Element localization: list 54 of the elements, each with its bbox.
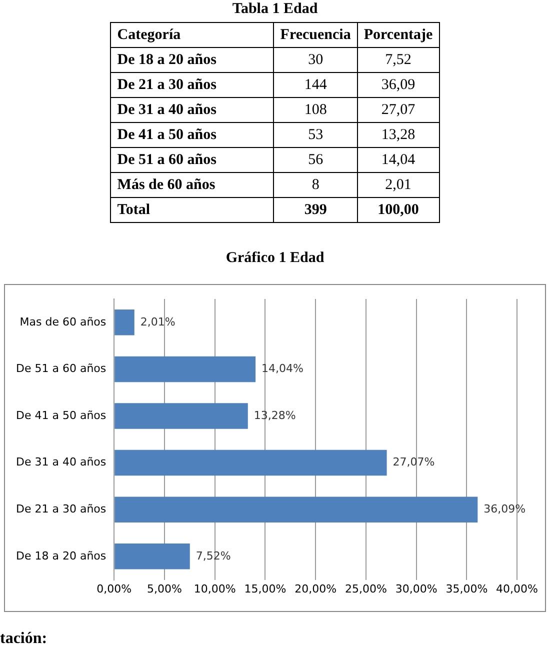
- text: Categoría: [110, 22, 274, 48]
- text: De 41 a 50 años: [110, 122, 274, 148]
- text: 36,09: [357, 72, 440, 98]
- text: De 21 a 30 años: [110, 72, 274, 98]
- data-label: 14,04%: [262, 362, 304, 376]
- text: 27,07: [357, 98, 440, 122]
- x-tick-label: 25,00%: [344, 582, 387, 596]
- text: 100,00: [357, 198, 440, 222]
- x-tick-label: 5,00%: [147, 582, 182, 596]
- text: De 51 a 60 años: [110, 148, 274, 172]
- y-tick-label: De 31 a 40 años: [16, 456, 106, 469]
- text: 8: [274, 172, 358, 198]
- x-tick-label: 30,00%: [395, 582, 438, 596]
- x-tick-label: 15,00%: [244, 582, 286, 596]
- text: 399: [274, 198, 358, 222]
- text: Porcentaje: [357, 22, 440, 48]
- y-tick-label: Mas de 60 años: [20, 315, 106, 328]
- x-tick-label: 40,00%: [496, 582, 538, 596]
- bar: [114, 496, 478, 522]
- x-tick-label: 20,00%: [294, 582, 337, 596]
- bar: [114, 544, 190, 570]
- data-label: 2,01%: [140, 315, 176, 328]
- text: 108: [274, 98, 358, 122]
- y-tick-label: De 41 a 50 años: [16, 408, 106, 422]
- bar: [114, 403, 248, 429]
- text: tación:: [0, 630, 48, 648]
- chart-title: Gráfico 1 Edad: [224, 250, 326, 267]
- text: 7,52: [357, 48, 440, 72]
- text: 30: [274, 48, 358, 72]
- bar: [114, 310, 134, 336]
- data-label: 13,28%: [254, 408, 296, 422]
- text: De 31 a 40 años: [110, 98, 274, 122]
- y-tick-label: De 18 a 20 años: [16, 549, 106, 562]
- x-tick-label: 35,00%: [446, 582, 488, 596]
- x-tick-label: 0,00%: [96, 582, 132, 596]
- bar: [114, 356, 256, 382]
- y-tick-label: De 21 a 30 años: [16, 502, 106, 516]
- text: 2,01: [357, 172, 440, 198]
- text: 56: [274, 148, 358, 172]
- text: 13,28: [357, 122, 440, 148]
- text: Total: [110, 198, 274, 222]
- text: Frecuencia: [274, 22, 358, 48]
- data-label: 7,52%: [196, 549, 231, 562]
- text: Más de 60 años: [110, 172, 274, 198]
- data-label: 36,09%: [484, 502, 526, 516]
- data-label: 27,07%: [392, 456, 435, 469]
- x-tick-label: 10,00%: [194, 582, 236, 596]
- text: 144: [274, 72, 358, 98]
- y-tick-label: De 51 a 60 años: [16, 362, 106, 376]
- bar: [114, 450, 387, 476]
- text: 53: [274, 122, 358, 148]
- text: 14,04: [357, 148, 440, 172]
- text: Tabla 1 Edad: [231, 1, 319, 19]
- text: De 18 a 20 años: [110, 48, 274, 72]
